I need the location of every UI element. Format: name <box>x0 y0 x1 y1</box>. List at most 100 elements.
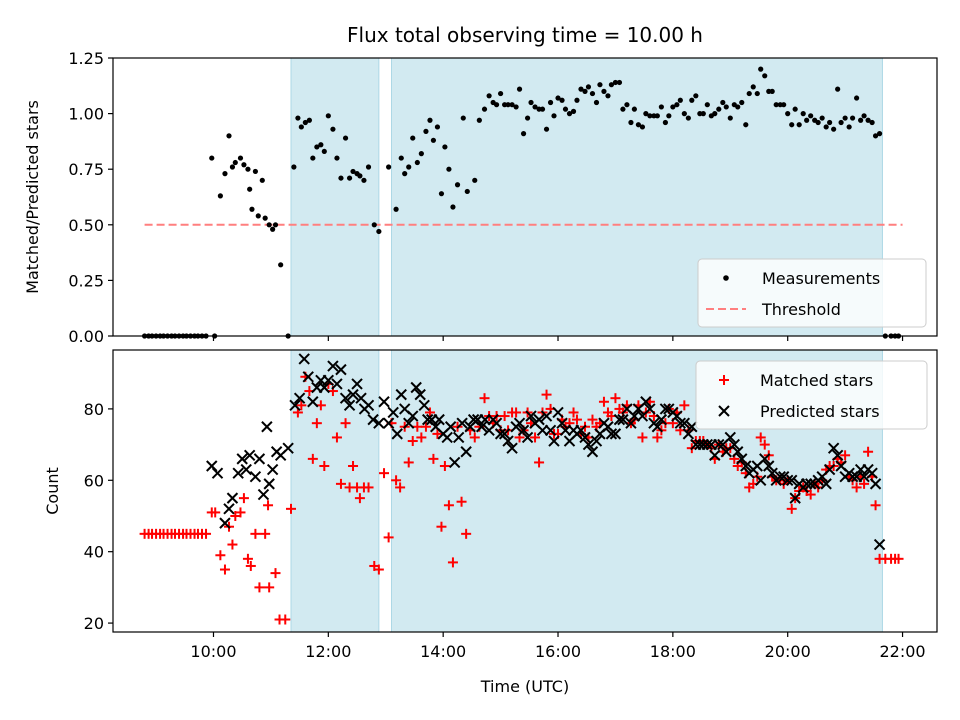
measurement-point <box>222 171 228 177</box>
measurement-point <box>516 86 523 92</box>
measurement-point <box>423 128 429 134</box>
predicted-star-point <box>243 449 256 462</box>
measurement-point <box>566 111 573 117</box>
measurement-point <box>858 117 864 123</box>
predicted-star-point <box>223 503 235 515</box>
predicted-star-point <box>452 431 465 444</box>
measurement-point <box>735 104 741 110</box>
predicted-star-point <box>498 428 511 440</box>
measurement-point <box>245 166 251 172</box>
measurement-point <box>578 86 584 92</box>
measurement-point <box>869 119 875 126</box>
matched-star-point <box>403 457 414 468</box>
predicted-star-point <box>804 478 817 490</box>
predicted-star-point <box>579 431 591 444</box>
predicted-star-point <box>298 353 310 365</box>
predicted-star-point <box>293 392 306 404</box>
matched-star-point <box>407 436 418 447</box>
measurement-point <box>232 159 238 166</box>
predicted-star-point <box>556 417 568 429</box>
matched-star-point <box>424 407 435 418</box>
y-tick-label: 20 <box>84 614 104 633</box>
predicted-star-point <box>347 388 359 401</box>
matched-star-point <box>428 453 439 464</box>
predicted-star-point <box>263 478 275 490</box>
predicted-star-point <box>728 438 741 451</box>
measurement-point <box>226 133 232 139</box>
predicted-star-point <box>282 442 294 454</box>
matched-star-point <box>461 528 472 539</box>
matched-star-point <box>296 400 307 411</box>
measurement-point <box>562 106 569 112</box>
matched-star-point <box>215 550 226 561</box>
matched-star-point <box>395 482 406 493</box>
matched-star-point <box>230 510 241 521</box>
matched-star-point <box>541 389 552 400</box>
predicted-star-point <box>613 413 626 426</box>
measurement-point <box>808 113 814 119</box>
measurement-point <box>849 115 856 121</box>
measurement-point <box>330 126 336 132</box>
predicted-star-point <box>517 424 530 437</box>
measurement-point <box>662 119 668 126</box>
measurement-point <box>255 213 261 219</box>
predicted-star-point <box>586 446 599 458</box>
measurement-point <box>528 99 534 106</box>
measurement-point <box>249 206 255 212</box>
predicted-star-point <box>774 471 786 483</box>
measurement-point <box>685 115 691 121</box>
matched-star-point <box>840 450 851 461</box>
predicted-star-point <box>605 428 618 440</box>
measurement-point <box>582 88 588 94</box>
measurement-point <box>689 97 695 103</box>
predicted-star-point <box>339 392 352 404</box>
measurement-point <box>247 186 253 192</box>
matched-star-point <box>420 421 431 432</box>
measurement-point <box>434 124 441 130</box>
matched-star-point <box>432 428 443 439</box>
measurement-point <box>278 262 284 268</box>
measurement-point <box>454 182 461 188</box>
measurement-point <box>789 122 795 128</box>
predicted-star-point <box>448 456 461 469</box>
predicted-star-point <box>548 435 560 447</box>
x-tick-label: 12:00 <box>305 642 351 661</box>
measurement-point <box>804 117 810 123</box>
matched-star-point <box>652 432 663 443</box>
matched-star-point <box>254 582 265 593</box>
legend-x-marker <box>718 405 730 417</box>
predicted-star-point <box>544 424 557 437</box>
legend-dot-marker <box>723 275 729 281</box>
measurement-point <box>427 117 433 123</box>
measurement-point <box>513 104 519 110</box>
measurement-point <box>476 117 482 123</box>
matched-star-point <box>416 432 427 443</box>
predicted-star-point <box>759 453 771 465</box>
measurement-point <box>376 228 382 235</box>
predicted-star-point <box>682 428 695 440</box>
measurement-point <box>605 93 611 99</box>
matched-star-point <box>219 564 230 575</box>
measurement-point <box>306 117 312 123</box>
measurement-point <box>229 164 236 170</box>
measurement-point <box>365 164 372 170</box>
measurement-point <box>677 97 683 103</box>
measurement-point <box>438 191 445 197</box>
predicted-star-point <box>331 378 343 390</box>
measurement-point <box>342 135 349 141</box>
measurement-point <box>559 97 565 103</box>
legend-label: Threshold <box>761 300 841 319</box>
measurement-point <box>831 126 837 132</box>
matched-star-point <box>412 421 423 432</box>
predicted-star-point <box>289 399 301 412</box>
predicted-star-point <box>395 388 407 401</box>
measurement-point <box>827 119 833 126</box>
measurement-point <box>681 111 687 117</box>
predicted-star-point <box>351 378 363 390</box>
measurement-point <box>750 84 756 90</box>
measurement-point <box>876 131 883 137</box>
predicted-star-point <box>456 417 468 429</box>
measurement-point <box>700 111 706 117</box>
matched-star-point <box>340 418 351 429</box>
matched-star-point <box>759 439 770 450</box>
